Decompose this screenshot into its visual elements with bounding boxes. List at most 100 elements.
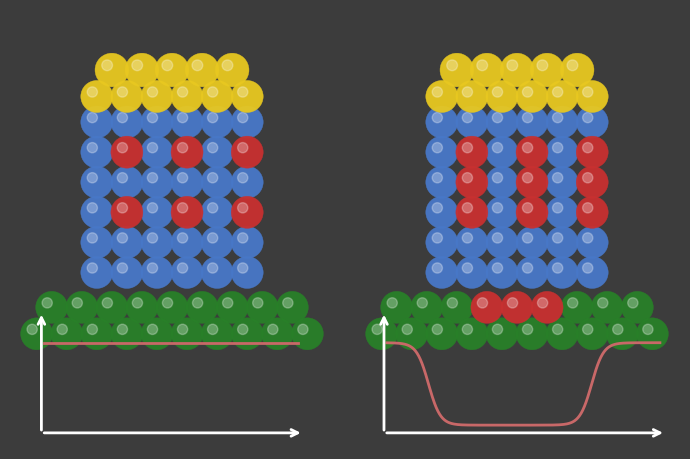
- Circle shape: [456, 197, 488, 229]
- Circle shape: [462, 233, 473, 244]
- Circle shape: [546, 167, 578, 199]
- Circle shape: [522, 325, 533, 335]
- Circle shape: [522, 263, 533, 274]
- Circle shape: [546, 81, 578, 113]
- Circle shape: [111, 318, 143, 350]
- Circle shape: [201, 197, 233, 229]
- Circle shape: [111, 81, 143, 113]
- Circle shape: [283, 298, 293, 308]
- Circle shape: [87, 233, 97, 244]
- Circle shape: [141, 227, 173, 259]
- Circle shape: [462, 325, 473, 335]
- Circle shape: [72, 298, 82, 308]
- Circle shape: [432, 233, 442, 244]
- Circle shape: [208, 143, 218, 153]
- Circle shape: [201, 227, 233, 259]
- Circle shape: [516, 167, 548, 199]
- Circle shape: [171, 81, 203, 113]
- Circle shape: [117, 325, 128, 335]
- Circle shape: [522, 203, 533, 213]
- Circle shape: [462, 143, 473, 153]
- Circle shape: [81, 197, 112, 229]
- Circle shape: [141, 197, 173, 229]
- Circle shape: [222, 61, 233, 72]
- Circle shape: [117, 113, 128, 123]
- Circle shape: [582, 173, 593, 184]
- Circle shape: [223, 298, 233, 308]
- Circle shape: [208, 203, 218, 213]
- Circle shape: [201, 257, 233, 289]
- Circle shape: [500, 54, 534, 88]
- Circle shape: [440, 54, 473, 88]
- Circle shape: [237, 113, 248, 123]
- Circle shape: [208, 263, 218, 274]
- Circle shape: [237, 88, 248, 98]
- Circle shape: [87, 325, 97, 335]
- Circle shape: [231, 107, 263, 139]
- Circle shape: [141, 137, 173, 169]
- Circle shape: [432, 325, 442, 335]
- Circle shape: [456, 137, 488, 169]
- Circle shape: [231, 167, 263, 199]
- Circle shape: [237, 325, 248, 335]
- Circle shape: [477, 61, 488, 72]
- Circle shape: [117, 143, 128, 153]
- Circle shape: [148, 233, 157, 244]
- Circle shape: [117, 233, 128, 244]
- Circle shape: [231, 81, 263, 113]
- Circle shape: [426, 107, 457, 139]
- Circle shape: [553, 143, 563, 153]
- Circle shape: [298, 325, 308, 335]
- Circle shape: [208, 113, 218, 123]
- Circle shape: [546, 227, 578, 259]
- Circle shape: [426, 257, 457, 289]
- Circle shape: [177, 233, 188, 244]
- Circle shape: [576, 167, 608, 199]
- Circle shape: [462, 203, 473, 213]
- Circle shape: [432, 88, 442, 98]
- Circle shape: [456, 318, 488, 350]
- Circle shape: [237, 233, 248, 244]
- Circle shape: [171, 318, 203, 350]
- Circle shape: [486, 257, 518, 289]
- Circle shape: [507, 61, 518, 72]
- Circle shape: [141, 167, 173, 199]
- Circle shape: [411, 292, 443, 324]
- Circle shape: [208, 88, 218, 98]
- Circle shape: [591, 292, 623, 324]
- Circle shape: [162, 298, 172, 308]
- Circle shape: [231, 318, 263, 350]
- Circle shape: [516, 81, 548, 113]
- Circle shape: [567, 61, 578, 72]
- Circle shape: [576, 81, 608, 113]
- Circle shape: [507, 298, 518, 308]
- Circle shape: [111, 227, 143, 259]
- Circle shape: [486, 167, 518, 199]
- Circle shape: [432, 263, 442, 274]
- Circle shape: [237, 263, 248, 274]
- Circle shape: [447, 298, 457, 308]
- Circle shape: [426, 137, 457, 169]
- Circle shape: [111, 167, 143, 199]
- Circle shape: [432, 173, 442, 184]
- Circle shape: [111, 137, 143, 169]
- Circle shape: [231, 137, 263, 169]
- Circle shape: [366, 318, 397, 350]
- Circle shape: [561, 292, 593, 324]
- Circle shape: [546, 107, 578, 139]
- Circle shape: [582, 325, 593, 335]
- Circle shape: [553, 173, 563, 184]
- Circle shape: [156, 292, 188, 324]
- Circle shape: [598, 298, 608, 308]
- Circle shape: [81, 318, 112, 350]
- Circle shape: [201, 81, 233, 113]
- Circle shape: [462, 173, 473, 184]
- Circle shape: [531, 54, 564, 88]
- Circle shape: [36, 292, 68, 324]
- Circle shape: [117, 173, 128, 184]
- Circle shape: [276, 292, 308, 324]
- Circle shape: [582, 263, 593, 274]
- Circle shape: [493, 263, 502, 274]
- Circle shape: [582, 113, 593, 123]
- Circle shape: [516, 197, 548, 229]
